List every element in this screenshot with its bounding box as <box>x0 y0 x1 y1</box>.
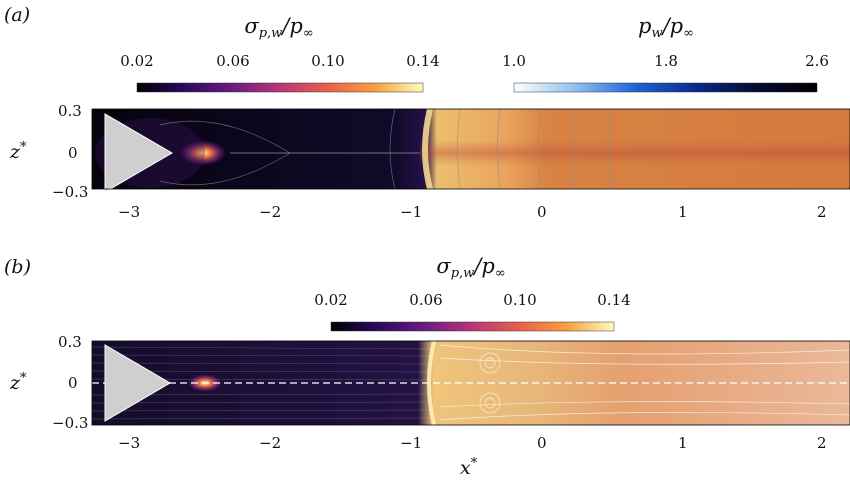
panel-a-xtick: 1 <box>678 203 688 221</box>
panel-a-ylabel: z* <box>10 140 27 163</box>
panel-a-xtick: 2 <box>817 203 827 221</box>
panel-b-xtick: −1 <box>400 434 423 452</box>
panel-a-xtick: −2 <box>259 203 282 221</box>
panel-b-sigma-colorbar <box>330 321 615 332</box>
cb-title-sub: p,w <box>450 266 475 281</box>
cb-title-sub: p,w <box>258 26 283 41</box>
panel-b-ytick: 0.3 <box>58 333 82 351</box>
cb-title-tail-sub: ∞ <box>302 26 314 41</box>
panel-a-sigma-tick: 0.14 <box>406 52 440 70</box>
panel-b-sigma-colorbar-title: σp,w/p∞ <box>436 254 505 281</box>
panel-a-plot <box>91 108 850 193</box>
panel-a-ytick: −0.3 <box>52 183 89 201</box>
cb-title-tail-sub: ∞ <box>494 266 506 281</box>
panel-a-pressure-tick: 2.6 <box>805 52 829 70</box>
panel-a-body <box>104 113 173 193</box>
panel-b-xtick: −2 <box>259 434 282 452</box>
panel-b-sigma-tick: 0.10 <box>503 291 537 309</box>
panel-b-xtick: −3 <box>118 434 141 452</box>
panel-a-pressure-tick: 1.8 <box>654 52 678 70</box>
ylabel-text: z <box>10 372 21 394</box>
panel-b-xtick: 1 <box>678 434 688 452</box>
cb-title-main: p <box>638 14 652 38</box>
panel-a-sigma-colorbar <box>136 82 424 93</box>
ylabel-sup: * <box>20 140 27 155</box>
panel-b-ytick: −0.3 <box>52 414 89 432</box>
panel-a-xtick: 0 <box>537 203 547 221</box>
ylabel-sup: * <box>20 371 27 386</box>
panel-b-ylabel: z* <box>10 371 27 394</box>
cb-title-tail: /p <box>474 254 495 278</box>
xlabel-text: x <box>460 457 471 479</box>
panel-b-letter: (b) <box>4 256 31 278</box>
panel-b-body <box>104 344 171 422</box>
panel-b-plot <box>91 340 850 426</box>
panel-a-pressure-colorbar <box>513 82 818 93</box>
panel-a-ytick: 0.3 <box>58 102 82 120</box>
panel-b-xtick: 0 <box>537 434 547 452</box>
xlabel-sup: * <box>470 456 478 471</box>
panel-a-pressure-colorbar-title: pw/p∞ <box>638 14 694 41</box>
panel-a-xtick: −1 <box>400 203 423 221</box>
cb-title-tail: /p <box>282 14 303 38</box>
cb-title-tail-sub: ∞ <box>683 26 694 41</box>
panel-a-sigma-colorbar-title: σp,w/p∞ <box>244 14 313 41</box>
panel-a-sigma-tick: 0.10 <box>311 52 345 70</box>
panel-b-xlabel: x* <box>460 456 477 479</box>
panel-a-sigma-tick: 0.06 <box>216 52 250 70</box>
panel-a-pressure-tick: 1.0 <box>502 52 526 70</box>
panel-a-ytick: 0 <box>68 144 78 162</box>
cb-title-main: σ <box>244 14 259 38</box>
cb-title-sub: w <box>651 26 663 41</box>
cb-title-tail: /p <box>662 14 684 38</box>
panel-a-letter: (a) <box>4 4 31 26</box>
panel-b-sigma-tick: 0.14 <box>597 291 631 309</box>
cb-title-main: σ <box>436 254 451 278</box>
panel-b-sigma-tick: 0.06 <box>409 291 443 309</box>
panel-b-xtick: 2 <box>817 434 827 452</box>
ylabel-text: z <box>10 141 21 163</box>
panel-b-sigma-tick: 0.02 <box>314 291 348 309</box>
panel-b-ytick: 0 <box>68 374 78 392</box>
panel-a-xtick: −3 <box>118 203 141 221</box>
panel-a-sigma-tick: 0.02 <box>120 52 154 70</box>
